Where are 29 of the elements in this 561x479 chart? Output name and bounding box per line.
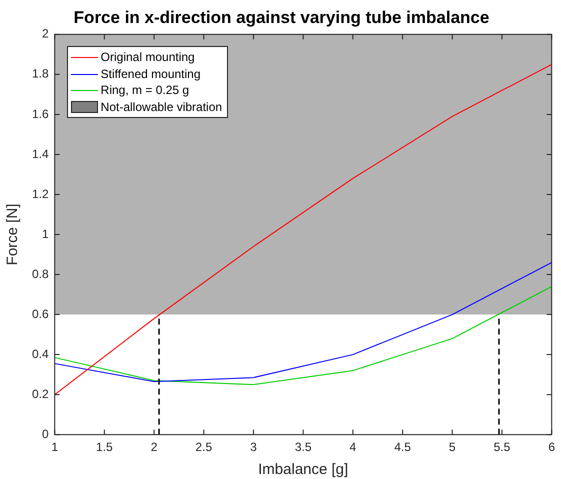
x-tick-label: 6 <box>548 440 556 454</box>
x-axis-title: Imbalance [g] <box>258 461 348 478</box>
x-tick-label: 1.5 <box>96 440 114 454</box>
x-tick-label: 2.5 <box>195 440 212 454</box>
y-axis-title: Force [N] <box>4 204 22 266</box>
band-label: Not-allowable vibration <box>100 98 222 116</box>
x-tick-label: 3.5 <box>294 440 312 454</box>
y-tick-label: 0.8 <box>32 266 49 281</box>
x-tick-label: 1 <box>51 440 58 454</box>
y-tick-label: 0.4 <box>32 346 49 361</box>
y-tick-label: 0.2 <box>32 386 49 401</box>
x-tick-label: 5.5 <box>494 440 511 454</box>
legend-label: Ring, m = 0.25 g <box>100 82 190 99</box>
x-tick-label: 2 <box>150 440 158 454</box>
y-tick-label: 1 <box>42 226 49 241</box>
y-tick-label: 0.6 <box>32 306 49 321</box>
x-tick-label: 4.5 <box>394 440 412 454</box>
y-tick-label: 0 <box>42 426 49 441</box>
x-tick-label: 3 <box>250 440 258 454</box>
y-tick-label: 2 <box>42 26 49 41</box>
legend-label: Original mounting <box>100 49 195 66</box>
chart-title: Force in x-direction against varying tube imbalance <box>74 8 490 27</box>
y-tick-label: 1.2 <box>32 186 49 201</box>
x-tick-label: 4 <box>350 440 357 454</box>
legend-label: Stiffened mounting <box>100 66 201 82</box>
y-tick-label: 1.4 <box>32 146 49 161</box>
y-tick-label: 1.6 <box>32 106 49 121</box>
y-tick-label: 1.8 <box>32 66 49 81</box>
x-tick-label: 5 <box>448 440 456 454</box>
